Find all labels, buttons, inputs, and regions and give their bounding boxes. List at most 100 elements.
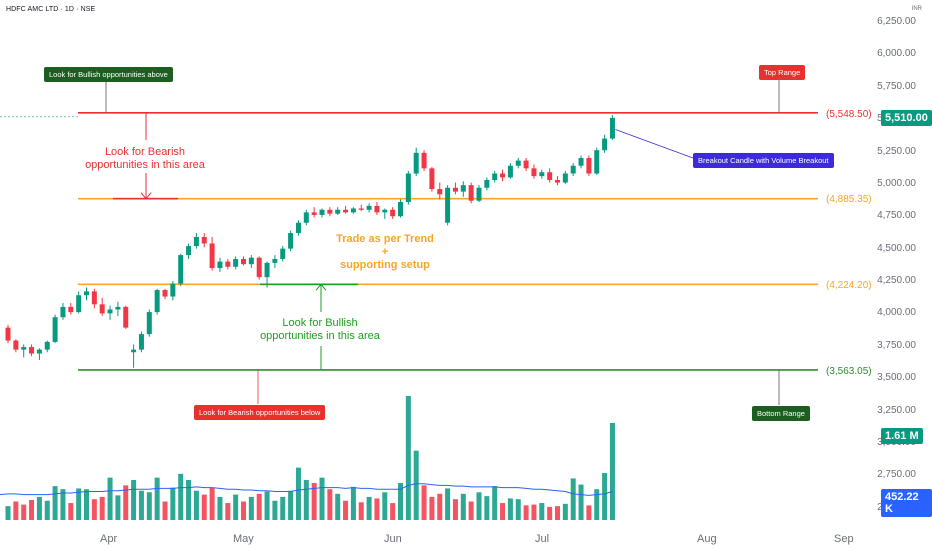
volume-bar [201, 494, 207, 520]
bearish-below-tag[interactable]: Look for Bearish opportunities below [194, 405, 326, 420]
candle-body [484, 179, 490, 188]
candle-body [390, 209, 396, 217]
candle-body [358, 208, 364, 210]
candle-body [295, 222, 301, 234]
candle-body [76, 295, 82, 313]
volume-bar [29, 499, 35, 520]
volume-bar [146, 492, 152, 520]
candle-body [44, 341, 50, 350]
candle-body [91, 291, 97, 305]
candle-body [280, 248, 286, 259]
candle-body [445, 187, 451, 223]
volume-bar [492, 486, 498, 520]
candle-body [99, 304, 105, 314]
bottom-range-tag[interactable]: Bottom Range [752, 406, 810, 421]
candle-body [382, 209, 388, 213]
volume-bar [437, 493, 443, 520]
candle-body [84, 291, 89, 296]
candle-body [539, 172, 545, 177]
y-tick-label: 4,250.00 [877, 275, 916, 286]
volume-bar [405, 396, 411, 520]
volume-bar [288, 490, 294, 520]
candle-body [429, 168, 435, 190]
candle-body [154, 290, 160, 313]
last-price-badge: 5,510.00 [881, 110, 932, 126]
volume-bar [398, 483, 403, 520]
bullish-above-tag[interactable]: Look for Bullish opportunities above [44, 67, 173, 82]
x-tick-aug: Aug [697, 533, 717, 545]
candle-body [264, 262, 270, 278]
breakout-tag[interactable]: Breakout Candle with Volume Breakout [693, 153, 834, 168]
candle-body [217, 261, 223, 269]
x-tick-apr: Apr [100, 533, 118, 545]
candle-body [476, 187, 482, 201]
candle-body [233, 258, 239, 267]
trend-line1: Trade as per Trend [336, 233, 434, 245]
volume-bar [280, 496, 286, 520]
candle-body [162, 290, 168, 297]
candle-body [170, 283, 176, 297]
volume-bar [162, 501, 168, 520]
volume-ma-line [0, 483, 613, 496]
volume-bar [52, 486, 58, 520]
bullish-area-line1: Look for Bullish [282, 317, 358, 329]
candle-body [555, 179, 560, 183]
volume-bar [484, 496, 490, 520]
y-tick-label: 5,250.00 [877, 145, 916, 157]
volume-bar [209, 487, 215, 520]
candle-body [60, 306, 66, 318]
volume-bar [84, 489, 89, 520]
volume-bar [131, 479, 137, 520]
volume-bar [248, 496, 254, 520]
horizontal-levels [0, 112, 818, 371]
volume-bar [311, 483, 317, 520]
x-tick-sep: Sep [834, 533, 854, 545]
volume-bar [327, 489, 333, 520]
candle-body [131, 349, 137, 353]
candle-body [350, 208, 356, 213]
volume-bar [13, 501, 19, 520]
bearish-area-line1: Look for Bearish [104, 146, 186, 158]
candle-body [413, 152, 419, 174]
top-range-tag[interactable]: Top Range [759, 65, 806, 80]
volume-bar [193, 490, 199, 520]
y-tick-label: 6,000.00 [877, 48, 916, 60]
candle-body [547, 172, 553, 180]
candle-body [319, 209, 325, 215]
candle-body [107, 309, 113, 314]
volume-bar [115, 495, 121, 520]
candle-body [515, 160, 521, 166]
candle-body [248, 257, 254, 265]
volume-bar [523, 505, 529, 520]
currency-label: INR [911, 6, 922, 12]
volume-bar [382, 492, 388, 520]
x-tick-jun: Jun [384, 533, 402, 545]
candle-body [421, 152, 427, 169]
y-tick-label: 5,000.00 [877, 177, 916, 189]
annotation-drawings [105, 78, 780, 405]
volume-bar [602, 473, 608, 520]
level-mid-high-label: (4,885.35) [826, 194, 872, 205]
volume-bar [358, 502, 364, 520]
candle-body [123, 306, 129, 328]
candle-body [21, 347, 27, 350]
candle-body [178, 255, 184, 284]
volume-bar [445, 488, 451, 520]
volume-bar [186, 479, 192, 520]
candle-body [507, 165, 513, 178]
candle-body [562, 173, 568, 183]
candle-body [366, 205, 372, 210]
y-tick-label: 4,000.00 [877, 307, 916, 319]
candle-body [586, 157, 592, 174]
candle-body [52, 317, 58, 342]
volume-bar [609, 422, 615, 520]
candle-body [327, 209, 333, 214]
bearish-area-line2: opportunities in this area [85, 159, 205, 171]
volume-bar [594, 489, 600, 520]
volume-bar [413, 450, 419, 520]
y-tick-label: 4,750.00 [877, 210, 916, 222]
x-tick-may: May [233, 533, 254, 545]
candle-body [602, 138, 608, 151]
bullish-area-line2: opportunities in this area [260, 330, 380, 342]
